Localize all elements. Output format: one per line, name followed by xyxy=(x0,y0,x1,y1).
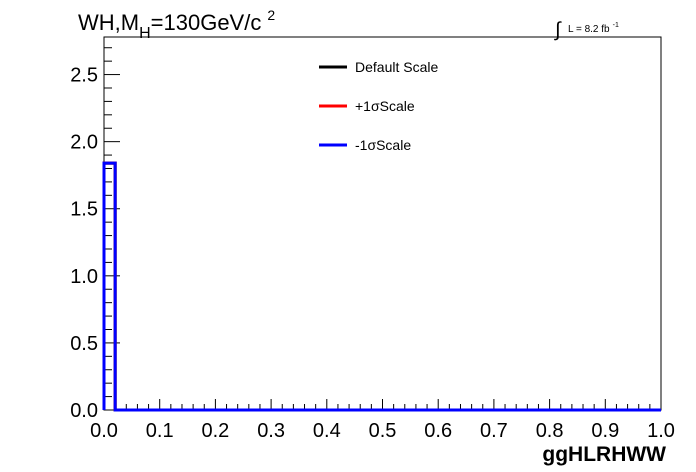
y-axis: 0.0 0.5 1.0 1.5 2.0 2.5 xyxy=(70,47,120,422)
lumi-text: L = 8.2 fb xyxy=(568,24,610,35)
x-tick-label: 0.9 xyxy=(591,420,619,442)
legend-label: Default Scale xyxy=(355,59,438,75)
x-axis-label: ggHLRHWW xyxy=(542,443,666,466)
y-tick-label: 0.5 xyxy=(70,333,98,355)
x-tick-label: 0.0 xyxy=(90,420,118,442)
y-tick-label: 1.0 xyxy=(70,266,98,288)
title-main: WH,M xyxy=(78,10,139,35)
series-line-1-scale xyxy=(102,161,661,412)
y-tick-label: 1.5 xyxy=(70,199,98,221)
legend-label: +1σScale xyxy=(355,98,415,114)
x-tick-label: 1.0 xyxy=(647,420,675,442)
lumi-superscript: -1 xyxy=(613,22,619,29)
x-tick-label: 0.3 xyxy=(257,420,285,442)
x-tick-label: 0.4 xyxy=(313,420,341,442)
title-rest: =130GeV/c xyxy=(151,10,262,35)
lumi-label: L = 8.2 fb -1 xyxy=(568,22,619,35)
x-axis: 0.0 0.1 0.2 0.3 0.4 0.5 0.6 0.7 0.8 0.9 1.0 xyxy=(90,399,675,442)
plot-frame xyxy=(103,36,662,411)
y-tick-label: 0.0 xyxy=(70,400,98,422)
x-tick-label: 0.5 xyxy=(369,420,397,442)
series-line-1-scale xyxy=(102,161,661,412)
x-tick-label: 0.6 xyxy=(424,420,452,442)
chart-title: WH,MH=130GeV/c 2 xyxy=(78,7,275,42)
legend: Default Scale +1σScale -1σScale xyxy=(319,59,438,153)
y-tick-label: 2.0 xyxy=(70,132,98,154)
lumi-integral: ∫ xyxy=(554,19,562,41)
x-tick-label: 0.7 xyxy=(480,420,508,442)
legend-label: -1σScale xyxy=(355,137,411,153)
x-tick-label: 0.2 xyxy=(201,420,229,442)
series-group xyxy=(102,161,661,412)
x-tick-label: 0.8 xyxy=(536,420,564,442)
title-subscript: H xyxy=(139,25,151,42)
title-superscript: 2 xyxy=(267,7,275,23)
y-tick-label: 2.5 xyxy=(70,65,98,87)
x-tick-label: 0.1 xyxy=(146,420,174,442)
series-line-default-scale xyxy=(102,161,661,412)
